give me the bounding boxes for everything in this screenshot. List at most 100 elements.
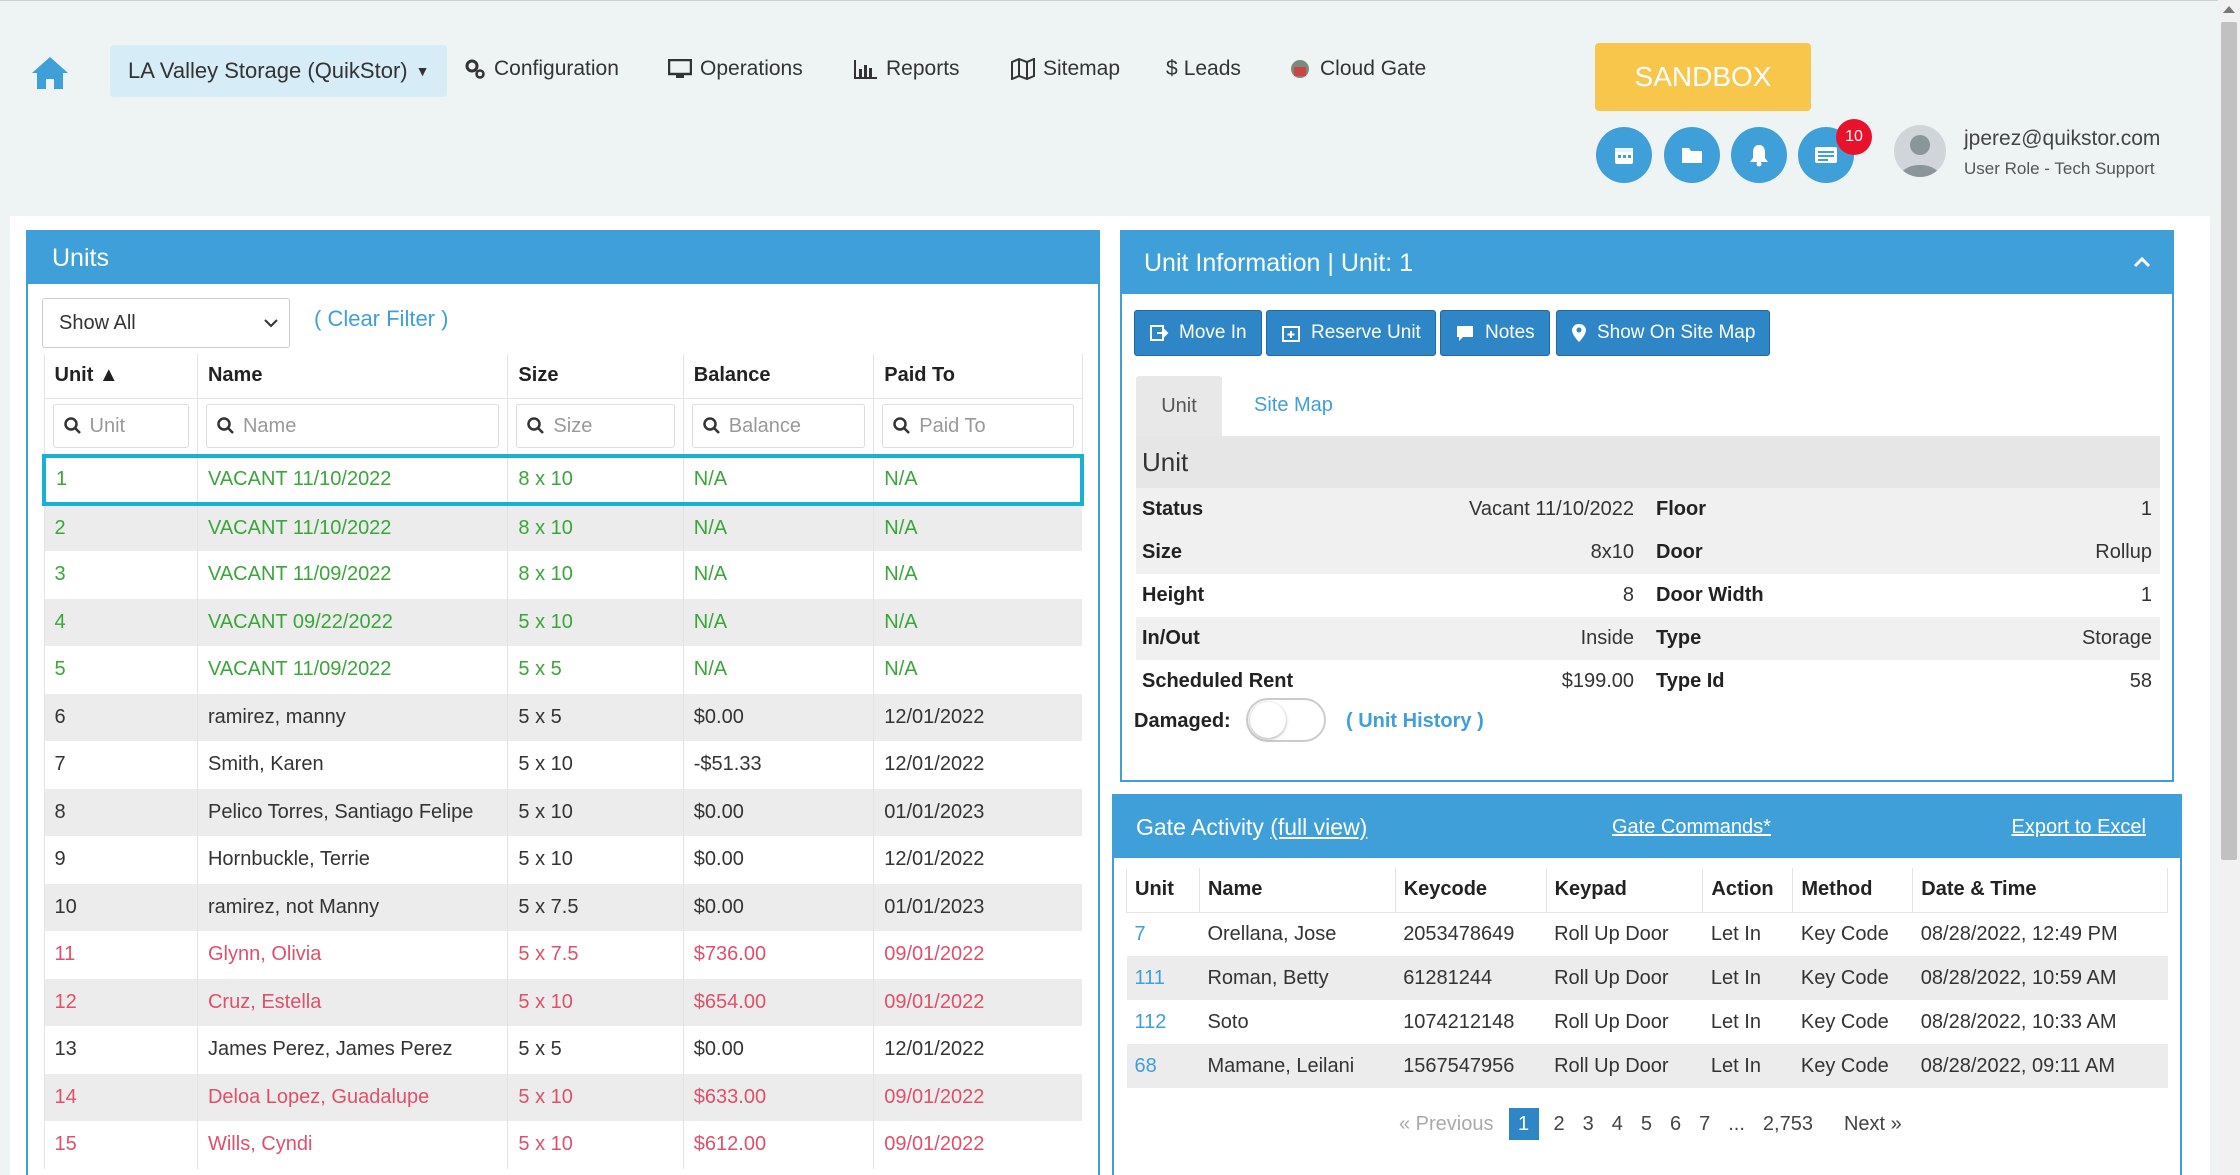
avatar[interactable]	[1894, 125, 1946, 177]
pager-page[interactable]: 5	[1640, 1112, 1652, 1135]
chevron-up-icon[interactable]	[2132, 252, 2152, 272]
scroll-up-icon[interactable]	[2222, 4, 2236, 14]
cell-paid-to: N/A	[873, 646, 1082, 694]
reserve-unit-button[interactable]: Reserve Unit	[1266, 310, 1436, 356]
table-row[interactable]: 3 VACANT 11/09/2022 8 x 10 N/A N/A	[43, 551, 1082, 599]
units-filter-select[interactable]: Show All	[42, 298, 290, 348]
cell-name: Cruz, Estella	[196, 978, 508, 1026]
table-row[interactable]: 14 Deloa Lopez, Guadalupe 5 x 10 $633.00 09/…	[43, 1073, 1082, 1121]
notifications-button[interactable]	[1731, 127, 1787, 183]
nav-sitemap[interactable]: Sitemap	[1011, 57, 1120, 81]
unit-info-header: Unit Information | Unit: 1	[1122, 232, 2172, 294]
cell-unit: 2	[43, 503, 198, 551]
scrollbar-thumb[interactable]	[2221, 22, 2237, 860]
cell-paid-to: N/A	[873, 503, 1082, 551]
col-paid-to[interactable]: Paid To	[873, 354, 1083, 399]
cell-balance: N/A	[682, 454, 874, 506]
pager-next[interactable]: Next »	[1843, 1112, 1902, 1135]
unit-history-link[interactable]: ( Unit History )	[1346, 710, 1484, 732]
cell-balance: $612.00	[682, 1121, 874, 1169]
move-in-button[interactable]: Move In	[1134, 310, 1262, 356]
nav-sitemap-label: Sitemap	[1043, 57, 1121, 80]
gate-full-view-link[interactable]: (full view)	[1270, 814, 1368, 840]
notes-button[interactable]: Notes	[1440, 310, 1550, 356]
calendar-button[interactable]	[1596, 127, 1652, 183]
damaged-toggle[interactable]	[1246, 698, 1326, 742]
gate-cell-unit[interactable]: 7	[1134, 922, 1146, 945]
table-row[interactable]: 8 Pelico Torres, Santiago Felipe 5 x 10 $0.…	[43, 788, 1082, 836]
show-on-site-map-label: Show On Site Map	[1597, 322, 1756, 343]
pager-page-current[interactable]: 1	[1508, 1108, 1539, 1140]
cell-name: VACANT 11/10/2022	[196, 503, 508, 551]
gate-cell-action: Let In	[1710, 922, 1761, 945]
col-size[interactable]: Size	[507, 354, 684, 399]
map-marker-icon	[1572, 324, 1586, 342]
info-label: Status	[1142, 498, 1204, 520]
table-row[interactable]: 6 ramirez, manny 5 x 5 $0.00 12/01/2022	[43, 693, 1082, 741]
cell-name: Hornbuckle, Terrie	[196, 836, 508, 884]
table-row[interactable]: 12 Cruz, Estella 5 x 10 $654.00 09/01/2022	[43, 978, 1082, 1026]
cell-name: VACANT 11/09/2022	[196, 551, 508, 599]
pager-page[interactable]: 3	[1582, 1112, 1594, 1135]
pager-page[interactable]: 7	[1699, 1112, 1711, 1135]
sandbox-button[interactable]: SANDBOX	[1595, 43, 1811, 111]
table-row[interactable]: 13 James Perez, James Perez 5 x 5 $0.00 12/0…	[43, 1026, 1082, 1074]
tab-site-map[interactable]: Site Map	[1254, 394, 1333, 416]
cell-unit: 6	[43, 693, 198, 741]
nav-leads[interactable]: $ Leads	[1166, 57, 1241, 81]
info-label: Height	[1142, 584, 1205, 606]
facility-dropdown[interactable]: LA Valley Storage (QuikStor) ▼	[110, 45, 448, 97]
info-value: Storage	[2081, 627, 2152, 649]
cell-unit: 3	[43, 551, 198, 599]
user-email[interactable]: jperez@quikstor.com	[1964, 127, 2161, 150]
gate-cell-unit[interactable]: 111	[1126, 956, 1200, 1000]
nav-reports[interactable]: Reports	[854, 57, 960, 81]
clear-filter-link[interactable]: ( Clear Filter )	[314, 306, 449, 331]
export-excel-link[interactable]: Export to Excel	[2011, 816, 2146, 838]
col-unit[interactable]: Unit ▲	[43, 354, 198, 399]
search-name-input[interactable]: Name	[205, 404, 500, 449]
search-balance-input[interactable]: Balance	[691, 404, 866, 449]
cell-size: 5 x 10	[507, 836, 684, 884]
cell-balance: $0.00	[682, 693, 874, 741]
gate-cell-unit[interactable]: 68	[1126, 1044, 1200, 1088]
gate-cell-datetime: 08/28/2022, 09:11 AM	[1912, 1044, 2168, 1088]
gate-col-unit: Unit	[1126, 868, 1200, 913]
nav-cloud-gate[interactable]: Cloud Gate	[1288, 57, 1426, 81]
table-row[interactable]: 7 Smith, Karen 5 x 10 -$51.33 12/01/2022	[43, 741, 1082, 789]
gate-commands-link[interactable]: Gate Commands*	[1612, 816, 1771, 838]
pager-previous[interactable]: « Previous	[1399, 1112, 1494, 1135]
cell-name: VACANT 11/10/2022	[196, 454, 508, 506]
documents-button[interactable]	[1664, 127, 1720, 183]
home-icon[interactable]	[30, 53, 70, 93]
table-row[interactable]: 4 VACANT 09/22/2022 5 x 10 N/A N/A	[43, 598, 1082, 646]
cell-name: VACANT 09/22/2022	[196, 598, 508, 646]
cell-paid-to: 09/01/2022	[873, 931, 1082, 979]
info-label: Size	[1142, 541, 1183, 563]
search-paid-to-input[interactable]: Paid To	[882, 404, 1074, 449]
gate-cell-unit[interactable]: 112	[1134, 1010, 1167, 1033]
gate-cell-datetime: 08/28/2022, 12:49 PM	[1920, 922, 2118, 945]
nav-operations[interactable]: Operations	[668, 57, 803, 81]
pager-page-last[interactable]: 2,753	[1762, 1112, 1813, 1135]
nav-configuration[interactable]: Configuration	[464, 57, 619, 81]
search-size-input[interactable]: Size	[516, 404, 675, 449]
pager-page[interactable]: 6	[1670, 1112, 1682, 1135]
info-label: Door Width	[1656, 584, 1764, 606]
table-row[interactable]: 10 ramirez, not Manny 5 x 7.5 $0.00 01/01/20…	[43, 883, 1082, 931]
table-row[interactable]: 2 VACANT 11/10/2022 8 x 10 N/A N/A	[43, 503, 1082, 551]
table-row[interactable]: 11 Glynn, Olivia 5 x 7.5 $736.00 09/01/2022	[43, 931, 1082, 979]
show-on-site-map-button[interactable]: Show On Site Map	[1556, 310, 1771, 356]
cell-name: James Perez, James Perez	[196, 1026, 508, 1074]
col-balance[interactable]: Balance	[682, 354, 875, 399]
table-row[interactable]: 1 VACANT 11/10/2022 8 x 10 N/A N/A	[41, 454, 1085, 506]
col-name[interactable]: Name	[196, 354, 509, 399]
search-unit-input[interactable]: Unit	[52, 404, 189, 449]
table-row[interactable]: 9 Hornbuckle, Terrie 5 x 10 $0.00 12/01/2022	[43, 836, 1082, 884]
table-row[interactable]: 5 VACANT 11/09/2022 5 x 5 N/A N/A	[43, 646, 1082, 694]
table-row[interactable]: 15 Wills, Cyndi 5 x 10 $612.00 09/01/2022	[43, 1121, 1082, 1169]
units-panel: Units Show All ( Clear Filter ) Unit ▲ N…	[26, 230, 1100, 1175]
pager-page[interactable]: 2	[1553, 1112, 1565, 1135]
tab-unit[interactable]: Unit	[1136, 376, 1222, 436]
pager-page[interactable]: 4	[1611, 1112, 1623, 1135]
